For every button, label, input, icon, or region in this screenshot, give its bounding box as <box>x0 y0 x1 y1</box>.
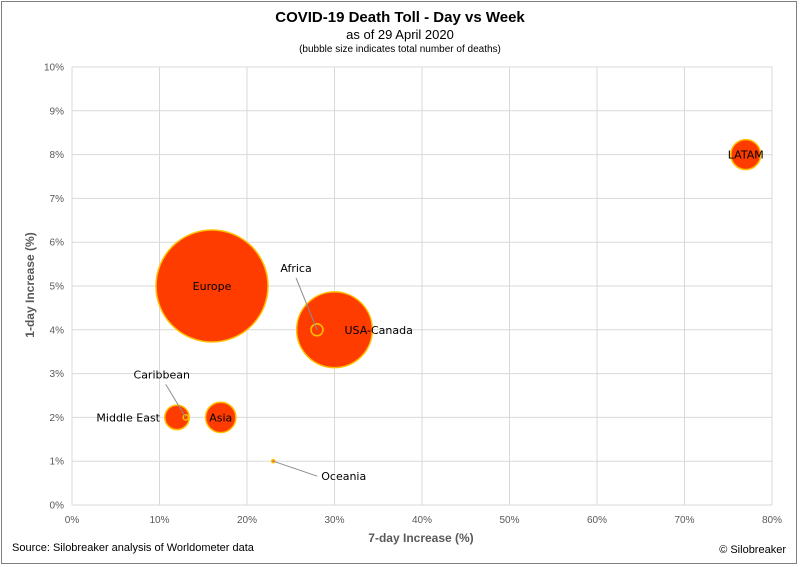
bubble-label-asia: Asia <box>209 411 232 424</box>
chart-note: (bubble size indicates total number of d… <box>299 44 501 55</box>
y-tick-label: 1% <box>50 457 65 468</box>
x-tick-labels: 0% 10% 20% 30% 40% 50% 60% 70% 80% <box>65 515 782 526</box>
source-note: Source: Silobreaker analysis of Worldome… <box>12 542 255 554</box>
bubble-label-caribbean: Caribbean <box>134 368 190 381</box>
x-axis-title: 7-day Increase (%) <box>368 531 473 545</box>
leader-line-oceania <box>273 460 318 477</box>
y-tick-label: 0% <box>50 501 65 512</box>
leader-line-africa <box>295 277 318 330</box>
leader-lines <box>165 277 318 477</box>
x-tick-label: 30% <box>324 515 344 526</box>
chart-subtitle: as of 29 April 2020 <box>346 27 454 42</box>
bubble-caribbean <box>182 414 190 421</box>
y-tick-label: 6% <box>50 238 65 249</box>
x-tick-label: 50% <box>499 515 519 526</box>
y-tick-label: 7% <box>50 194 65 205</box>
x-tick-label: 20% <box>237 515 257 526</box>
bubble-usa-canada <box>295 291 374 369</box>
bubble-label-oceania: Oceania <box>321 470 366 483</box>
y-tick-labels: 0% 1% 2% 3% 4% 5% 6% 7% 8% 9% 10% <box>44 63 64 512</box>
bubble-asia <box>204 401 237 434</box>
y-tick-label: 3% <box>50 369 65 380</box>
x-tick-label: 10% <box>149 515 169 526</box>
bubble-latam <box>730 138 762 171</box>
bubble-label-usa-canada: USA-Canada <box>345 324 413 337</box>
chart-title: COVID-19 Death Toll - Day vs Week <box>275 9 525 26</box>
x-tick-label: 80% <box>762 515 782 526</box>
bubble-label-africa: Africa <box>280 262 311 275</box>
y-axis-title: 1-day Increase (%) <box>23 232 37 337</box>
bubble-middle-east <box>163 404 191 431</box>
x-tick-label: 40% <box>412 515 432 526</box>
leader-line-caribbean <box>165 384 187 418</box>
bubbles <box>155 138 762 464</box>
y-tick-label: 4% <box>50 325 65 336</box>
bubble-label-middle-east: Middle East <box>96 411 160 424</box>
bubble-label-latam: LATAM <box>728 149 764 162</box>
y-tick-label: 5% <box>50 282 65 293</box>
x-tick-label: 0% <box>65 515 80 526</box>
x-tick-label: 70% <box>674 515 694 526</box>
bubble-labels: Europe USA-Canada LATAM Asia Middle East Afri… <box>96 149 763 484</box>
y-tick-label: 2% <box>50 413 65 424</box>
x-tick-label: 60% <box>587 515 607 526</box>
y-tick-label: 8% <box>50 150 65 161</box>
bubble-europe <box>155 229 269 343</box>
bubble-label-europe: Europe <box>193 280 232 293</box>
y-tick-label: 9% <box>50 106 65 117</box>
copyright-note: © Silobreaker <box>719 544 786 556</box>
y-tick-label: 10% <box>44 63 64 74</box>
